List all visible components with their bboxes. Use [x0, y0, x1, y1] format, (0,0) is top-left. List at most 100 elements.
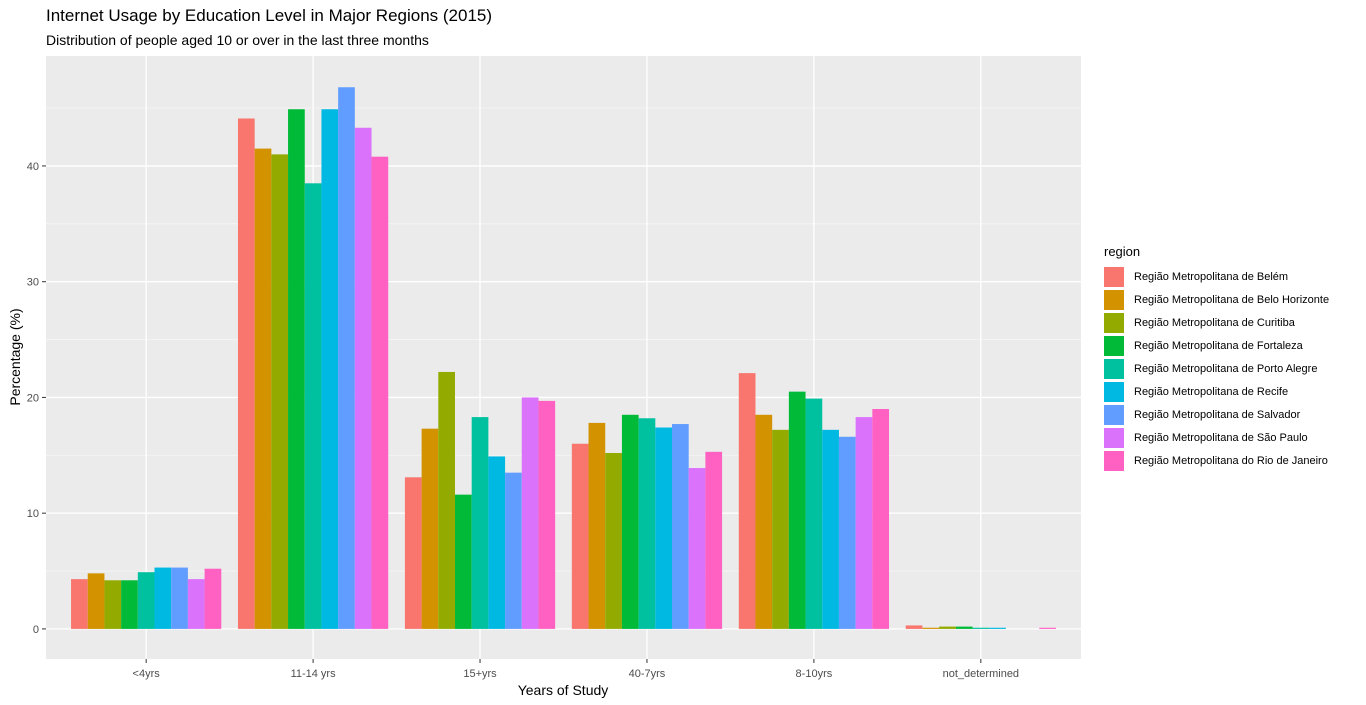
plot-panel — [46, 56, 1081, 659]
bar — [939, 626, 956, 629]
legend-item: Região Metropolitana de Curitiba — [1104, 311, 1329, 334]
y-tick-label: 40 — [27, 161, 39, 173]
legend-item: Região Metropolitana de Porto Alegre — [1104, 357, 1329, 380]
bar — [621, 414, 639, 629]
bar — [638, 418, 656, 629]
bar — [87, 573, 105, 629]
bar — [905, 625, 923, 629]
axes: 0 10 20 30 40 <4yrs 11-14 yrs 15+yrs 40-7yrs 8-10… — [27, 161, 1019, 680]
legend-label: Região Metropolitana de Recife — [1134, 385, 1289, 398]
legend-item: Região Metropolitana de São Paulo — [1104, 426, 1329, 449]
bar — [104, 580, 122, 629]
bar — [154, 567, 172, 629]
bar — [989, 627, 1006, 629]
bar — [855, 417, 873, 629]
legend-item: Região Metropolitana de Belo Horizonte — [1104, 288, 1329, 311]
bar — [972, 627, 990, 629]
legend-label: Região Metropolitana de Porto Alegre — [1134, 362, 1318, 375]
bar — [454, 494, 472, 629]
bar — [254, 148, 272, 629]
legend-swatch — [1104, 266, 1124, 287]
bar — [521, 397, 539, 629]
legend-label: Região Metropolitana de Curitiba — [1134, 316, 1295, 329]
bar — [588, 422, 606, 629]
bar — [271, 154, 289, 629]
bar — [471, 417, 489, 629]
legend-swatch — [1104, 358, 1124, 379]
y-tick-label: 10 — [27, 508, 39, 520]
bar — [772, 429, 789, 629]
bar — [1039, 627, 1056, 629]
bar — [421, 428, 439, 629]
bar — [505, 472, 522, 629]
bar — [71, 579, 88, 629]
legend-item: Região Metropolitana do Rio de Janeiro — [1104, 449, 1329, 472]
legend-item: Região Metropolitana de Belém — [1104, 265, 1329, 288]
bar — [438, 371, 455, 629]
bar — [171, 567, 188, 629]
bar — [672, 424, 689, 629]
legend-swatch — [1104, 335, 1124, 356]
legend-label: Região Metropolitana de Fortaleza — [1134, 339, 1303, 352]
y-tick-label: 30 — [27, 277, 39, 289]
legend-item: Região Metropolitana de Recife — [1104, 380, 1329, 403]
y-axis-title: Percentage (%) — [7, 308, 23, 405]
bar — [187, 579, 205, 629]
y-tick-label: 20 — [27, 392, 39, 404]
bar — [204, 568, 222, 629]
bar — [822, 429, 839, 629]
x-tick-label: not_determined — [943, 668, 1019, 680]
bar — [688, 468, 706, 629]
bar — [371, 156, 389, 629]
bar — [488, 456, 506, 629]
bar — [755, 414, 773, 629]
bars — [71, 87, 1056, 629]
x-tick-label: 15+yrs — [463, 668, 497, 680]
x-tick-label: 11-14 yrs — [291, 668, 337, 680]
chart-title: Internet Usage by Education Level in Maj… — [46, 6, 493, 25]
grid-lines — [46, 56, 1081, 659]
legend-swatch — [1104, 289, 1124, 310]
x-tick-label: <4yrs — [133, 668, 161, 680]
bar — [872, 409, 890, 629]
y-tick-label: 0 — [33, 624, 39, 636]
bar — [538, 400, 556, 629]
legend-swatch — [1104, 427, 1124, 448]
legend-title: region — [1104, 244, 1141, 259]
x-tick-label: 8-10yrs — [796, 668, 833, 680]
bar — [288, 109, 305, 629]
bar — [605, 452, 622, 629]
chart-subtitle: Distribution of people aged 10 or over i… — [46, 32, 429, 48]
bar — [404, 477, 422, 629]
legend-item: Região Metropolitana de Fortaleza — [1104, 334, 1329, 357]
legend-swatch — [1104, 381, 1124, 402]
x-axis-title: Years of Study — [518, 682, 609, 698]
bar — [838, 436, 856, 629]
legend: region Região Metropolitana de Belém Regi… — [1104, 244, 1329, 472]
bar — [655, 427, 673, 629]
bar — [571, 443, 589, 629]
bar — [354, 127, 372, 629]
legend-label: Região Metropolitana de Salvador — [1134, 408, 1301, 421]
bar — [121, 580, 138, 629]
bar — [705, 451, 723, 629]
legend-label: Região Metropolitana de São Paulo — [1134, 431, 1308, 444]
legend-item: Região Metropolitana de Salvador — [1104, 403, 1329, 426]
legend-swatch — [1104, 404, 1124, 425]
legend-swatch — [1104, 450, 1124, 471]
bar — [805, 398, 823, 629]
legend-label: Região Metropolitana de Belém — [1134, 270, 1289, 283]
bar — [955, 626, 973, 629]
legend-items: Região Metropolitana de Belém Região Metr… — [1104, 265, 1329, 472]
bar — [137, 572, 155, 629]
bar — [788, 391, 806, 629]
bar — [237, 118, 255, 629]
bar — [321, 109, 339, 629]
legend-label: Região Metropolitana do Rio de Janeiro — [1134, 454, 1328, 467]
bar — [738, 373, 756, 629]
bar — [338, 87, 355, 629]
bar — [922, 627, 940, 629]
bar — [304, 183, 322, 629]
legend-label: Região Metropolitana de Belo Horizonte — [1134, 293, 1330, 306]
